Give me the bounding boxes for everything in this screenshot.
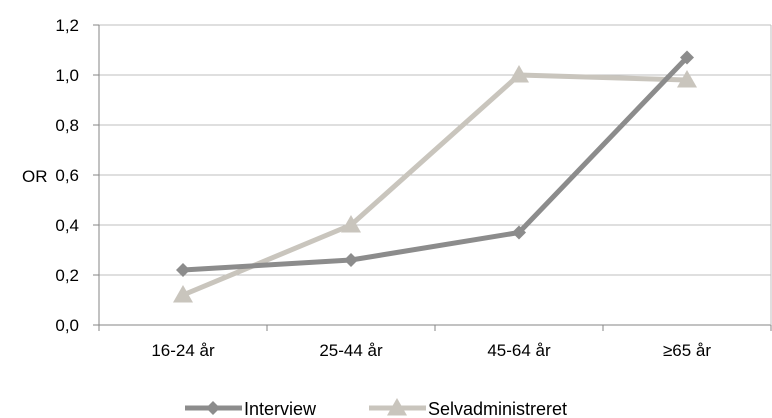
series-interview	[176, 50, 694, 277]
x-tick-label: 16-24 år	[151, 341, 215, 360]
series-selvadministreret	[173, 65, 697, 303]
y-tick-label: 0,4	[55, 216, 79, 235]
data-point	[387, 398, 407, 416]
series-line	[182, 55, 689, 273]
series-line	[182, 72, 688, 298]
data-point	[677, 70, 697, 88]
y-tick-label: 1,0	[55, 66, 79, 85]
data-point	[173, 285, 193, 303]
y-tick-label: 0,8	[55, 116, 79, 135]
legend: Interview Selvadministreret	[185, 398, 567, 418]
data-point	[512, 225, 526, 240]
legend-item-interview: Interview	[185, 399, 317, 418]
data-point	[680, 50, 694, 65]
legend-label: Interview	[244, 399, 317, 418]
data-point	[344, 253, 358, 267]
y-tick-label: 0,2	[55, 266, 79, 285]
y-tick-label: 0,0	[55, 316, 79, 335]
legend-label: Selvadministreret	[428, 399, 567, 418]
legend-item-selvadministreret: Selvadministreret	[369, 398, 567, 418]
y-axis-title: OR	[22, 167, 48, 186]
series-layer	[173, 50, 697, 303]
data-point	[176, 263, 190, 277]
x-tick-label: ≥65 år	[663, 341, 711, 360]
y-tick-label: 1,2	[55, 16, 79, 35]
axes: 0,0 0,2 0,4 0,6 0,8 1,0 1,2 16-24 år 25-44 år 45-…	[55, 16, 772, 360]
data-point	[206, 401, 220, 415]
data-point	[341, 215, 361, 233]
data-point	[509, 65, 529, 83]
x-tick-label: 45-64 år	[487, 341, 551, 360]
y-tick-label: 0,6	[55, 166, 79, 185]
gridlines	[99, 24, 771, 276]
x-tick-label: 25-44 år	[319, 341, 383, 360]
